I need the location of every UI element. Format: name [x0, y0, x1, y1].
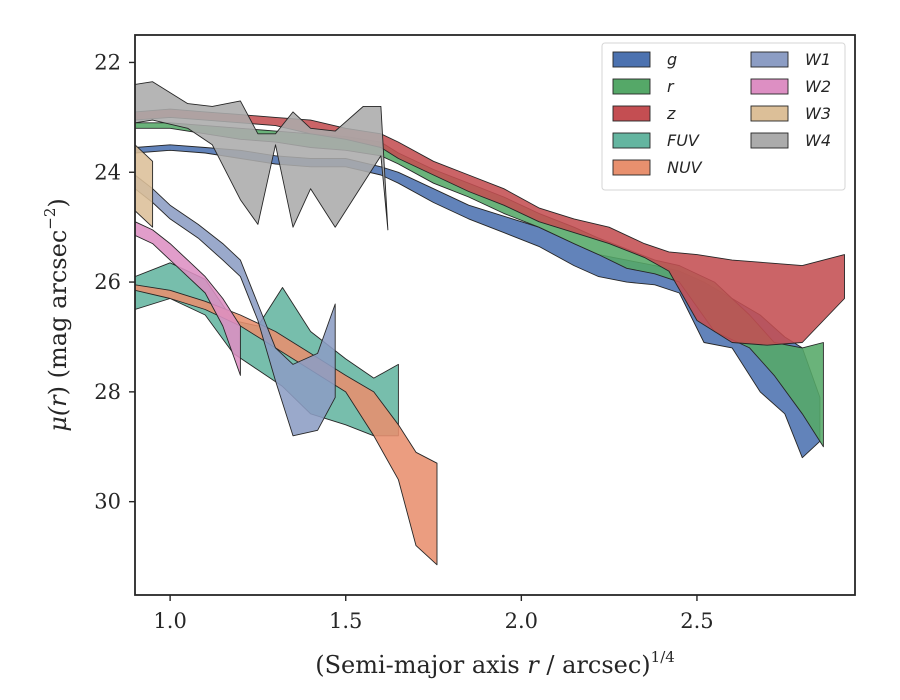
x-axis-label-sup: 1/4 [651, 648, 675, 666]
x-tick-label: 2.5 [680, 609, 713, 633]
legend-swatch-nuv [612, 159, 651, 176]
legend-swatch-w1 [750, 51, 789, 68]
legend-label-w3: W3 [805, 104, 831, 123]
legend-label-r: r [667, 77, 675, 96]
y-axis-label-end: ) [44, 198, 72, 207]
y-axis-label-sup: −2 [41, 208, 59, 230]
legend-label-w4: W4 [805, 131, 831, 150]
band-w3 [135, 144, 154, 228]
x-axis-ticks: 1.0 1.5 2.0 2.5 [153, 595, 714, 633]
band-w2 [135, 221, 241, 376]
y-tick-label: 24 [94, 160, 121, 184]
x-axis-label: (Semi-major axis r / arcsec)1/4 [315, 648, 675, 679]
y-axis-label: μ(r) (mag arcsec−2) [41, 198, 72, 432]
legend-label-g: g [667, 50, 677, 69]
x-tick-label: 1.5 [329, 609, 362, 633]
band-w4 [135, 81, 389, 231]
y-axis-ticks: 22 24 26 28 30 [94, 50, 135, 514]
chart-bands [135, 81, 845, 566]
x-axis-label-pre: (Semi-major axis [315, 651, 527, 679]
x-axis-label-var: r [527, 651, 540, 679]
legend-label-fuv: FUV [667, 131, 700, 150]
y-tick-label: 30 [94, 490, 121, 514]
y-axis-label-pre: μ( [44, 406, 72, 432]
legend-swatch-r [612, 78, 651, 95]
legend-label-w2: W2 [805, 77, 831, 96]
legend-swatch-fuv [612, 132, 651, 149]
y-tick-label: 22 [94, 50, 121, 74]
band-w1 [135, 174, 336, 437]
x-axis-label-post: / arcsec) [539, 651, 651, 679]
chart-legend: grz FUV NUV W1 W2 W3 W4 [601, 42, 846, 191]
y-axis-label-post: ) (mag arcsec [44, 230, 72, 396]
legend-swatch-w2 [750, 78, 789, 95]
y-tick-label: 26 [94, 270, 121, 294]
y-tick-label: 28 [94, 380, 121, 404]
legend-swatch-z [612, 105, 651, 122]
legend-label-z: z [666, 104, 676, 123]
y-axis-label-var: r [44, 394, 72, 407]
legend-swatch-w4 [750, 132, 789, 149]
legend-swatch-g [612, 51, 651, 68]
plot-frame [134, 34, 856, 596]
legend-swatch-w3 [750, 105, 789, 122]
legend-label-w1: W1 [805, 50, 831, 69]
x-tick-label: 2.0 [505, 609, 538, 633]
x-tick-label: 1.0 [153, 609, 186, 633]
legend-label-nuv: NUV [667, 158, 703, 177]
